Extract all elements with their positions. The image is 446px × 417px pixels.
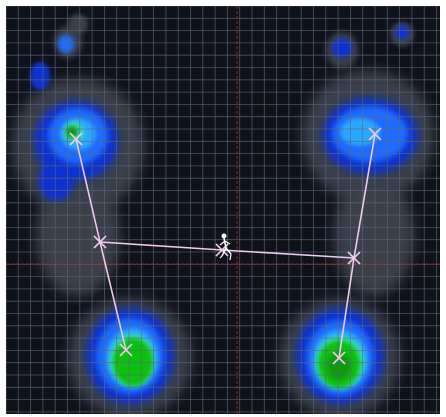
left-heel-green xyxy=(113,338,153,386)
right-midfoot-halo xyxy=(334,176,414,296)
left-midfoot-blue xyxy=(38,161,74,201)
center-crosshair xyxy=(6,6,440,414)
left-foot-axis-upper xyxy=(75,138,101,243)
transverse-line-left xyxy=(99,241,223,251)
left-toe-3 xyxy=(68,14,88,34)
left-heel-marker[interactable] xyxy=(119,343,133,357)
walking-figure-icon xyxy=(219,233,232,261)
left-midfoot-marker[interactable] xyxy=(93,235,107,249)
left-foot-heatmap xyxy=(12,14,192,414)
pressure-map-svg xyxy=(6,6,440,414)
left-toe-2 xyxy=(30,62,50,90)
sensor-grid xyxy=(6,6,440,414)
marker-layer xyxy=(69,127,382,365)
pressure-map-canvas[interactable] xyxy=(6,6,440,414)
right-forefoot-marker[interactable] xyxy=(368,127,382,141)
gait-overlay xyxy=(75,133,376,359)
right-foot-heatmap xyxy=(280,22,434,414)
right-foot-axis-upper xyxy=(353,133,376,259)
right-heel-marker[interactable] xyxy=(332,351,346,365)
transverse-line-right xyxy=(221,249,355,259)
left-midfoot-halo xyxy=(36,176,120,296)
right-midfoot-marker[interactable] xyxy=(347,251,361,265)
left-foot-axis-lower xyxy=(99,241,127,351)
right-toe-2-core xyxy=(395,25,409,39)
right-heel-core xyxy=(327,352,351,380)
right-foot-axis-lower xyxy=(338,257,355,359)
left-forefoot-marker[interactable] xyxy=(69,132,83,146)
left-toe-1-core xyxy=(58,35,74,53)
